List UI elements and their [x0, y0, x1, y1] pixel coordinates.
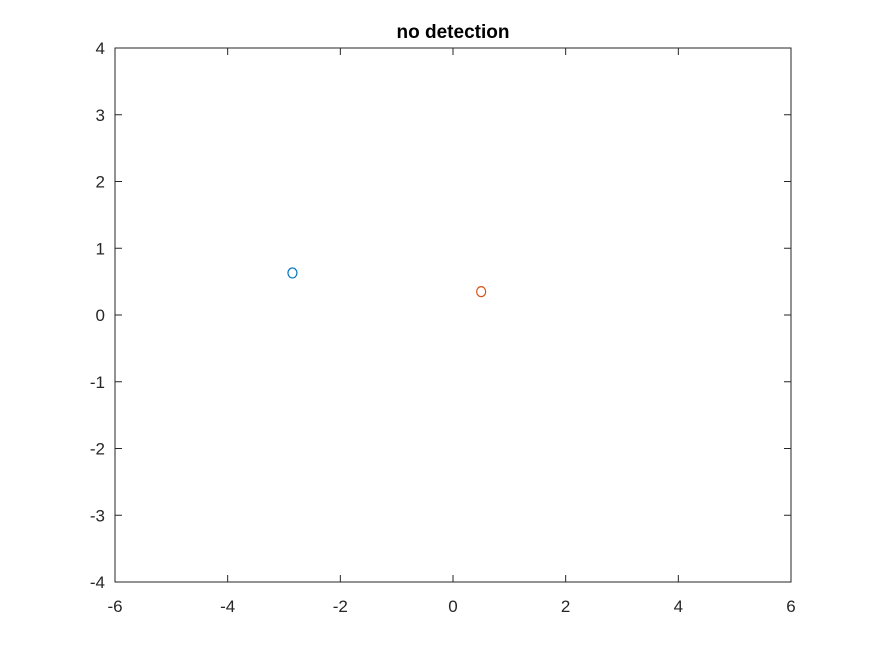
y-tick-label: 0	[96, 306, 105, 325]
x-tick-label: 6	[786, 597, 795, 616]
scatter-point-series-1	[287, 267, 298, 279]
y-tick-label: -1	[90, 373, 105, 392]
y-tick-label: 2	[96, 173, 105, 192]
x-tick-label: 2	[561, 597, 570, 616]
x-tick-label: 0	[448, 597, 457, 616]
y-tick-label: 4	[96, 39, 105, 58]
y-tick-label: 3	[96, 106, 105, 125]
y-tick-label: -4	[90, 573, 105, 592]
scatter-point-series-2	[476, 286, 487, 298]
x-tick-label: -4	[220, 597, 235, 616]
x-tick-label: 4	[674, 597, 683, 616]
x-tick-label: -2	[333, 597, 348, 616]
data-points	[287, 267, 487, 298]
x-tick-label: -6	[107, 597, 122, 616]
axes-box	[114, 47, 792, 583]
plot-area	[115, 48, 791, 582]
y-tick-label: -3	[90, 506, 105, 525]
chart-title: no detection	[397, 22, 510, 43]
y-tick-label: -2	[90, 440, 105, 459]
y-tick-label: 1	[96, 239, 105, 258]
